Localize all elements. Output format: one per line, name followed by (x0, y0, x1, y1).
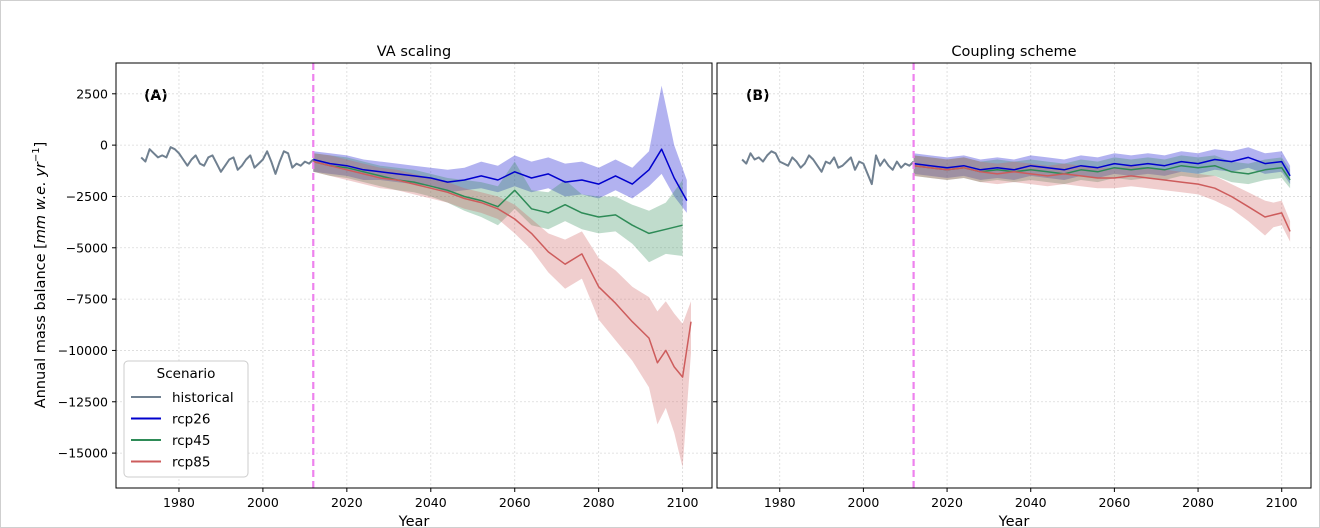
panel-va-scaling: VA scaling (A) Year 1980 2000 2020 2040 2060… (58, 44, 713, 528)
panel-1-lines (741, 150, 1291, 232)
x-tick-label: 2000 (848, 495, 880, 510)
x-tick-label: 2100 (1266, 495, 1298, 510)
historical-series-line (741, 150, 915, 186)
legend-label-historical: historical (172, 390, 234, 406)
x-tick-label: 2060 (499, 495, 531, 510)
x-tick-label: 2080 (1182, 495, 1214, 510)
legend-label-rcp85: rcp85 (172, 455, 210, 471)
rcp26-series-line (913, 156, 1291, 177)
rcp45-series-line (313, 160, 683, 235)
y-axis-label-units: mm w.e. yr (33, 161, 49, 243)
legend-title: Scenario (157, 366, 216, 382)
y-tick-label: 2500 (76, 86, 108, 101)
y-tick-label: −2500 (66, 189, 108, 204)
panel-1-axes-frame (716, 62, 1312, 489)
y-axis-label-main: Annual mass balance [ (33, 243, 49, 408)
panel-a-label: (A) (144, 88, 168, 104)
panel-0-lines (140, 146, 692, 378)
x-tick-label: 2060 (1098, 495, 1130, 510)
rcp85-uncertainty-band (913, 155, 1291, 242)
y-tick-label: −12500 (58, 394, 108, 409)
rcp26-uncertainty-band (913, 147, 1291, 185)
y-tick-label: −15000 (58, 446, 108, 461)
panel-a-xlabel: Year (398, 514, 430, 528)
y-tick-label: 0 (100, 138, 108, 153)
x-tick-label: 1980 (764, 495, 796, 510)
y-tick-label: −5000 (66, 240, 108, 255)
rcp85-series-line (313, 160, 692, 378)
x-tick-label: 2020 (931, 495, 963, 510)
rcp85-series-line (913, 164, 1291, 232)
legend-label-rcp45: rcp45 (172, 433, 210, 449)
y-axis-label: Annual mass balance [mm w.e. yr−1] (31, 142, 49, 409)
panel-1-grid (717, 63, 1311, 488)
panel-0-yticks: 2500 0 −2500 −5000 −7500 −10000 −12500 −15000 (58, 86, 116, 461)
panel-1-yticks (713, 93, 717, 454)
panel-b-title: Coupling scheme (951, 44, 1076, 60)
rcp85-uncertainty-band (313, 153, 691, 468)
y-tick-label: −10000 (58, 343, 108, 358)
y-tick-label: −7500 (66, 292, 108, 307)
panel-coupling-scheme: Coupling scheme (B) Year 1980 2000 2020 204… (713, 44, 1312, 528)
legend-box (123, 360, 249, 478)
x-tick-label: 2040 (415, 495, 447, 510)
panel-0-axes-frame (115, 62, 713, 489)
rcp26-series-line (313, 148, 688, 201)
x-tick-label: 2080 (583, 495, 615, 510)
panel-1-xticks: 1980 2000 2020 2040 2060 2080 2100 (764, 488, 1298, 510)
x-tick-label: 1980 (163, 495, 195, 510)
y-axis-label-exp: −1 (31, 147, 42, 162)
x-tick-label: 2100 (667, 495, 699, 510)
legend: Scenario historical rcp26 rcp45 rcp85 (123, 360, 249, 478)
legend-label-rcp26: rcp26 (172, 412, 210, 428)
x-tick-label: 2000 (247, 495, 279, 510)
x-tick-label: 2020 (331, 495, 363, 510)
historical-series-line (140, 146, 314, 175)
panel-0-bands (313, 85, 691, 468)
panel-a-title: VA scaling (377, 44, 451, 60)
panel-b-label: (B) (746, 88, 769, 104)
panel-0-xticks: 1980 2000 2020 2040 2060 2080 2100 (163, 488, 699, 510)
x-tick-label: 2040 (1015, 495, 1047, 510)
panel-b-xlabel: Year (998, 514, 1030, 528)
panel-0-grid (116, 63, 712, 488)
y-axis-label-close: ] (33, 142, 49, 148)
